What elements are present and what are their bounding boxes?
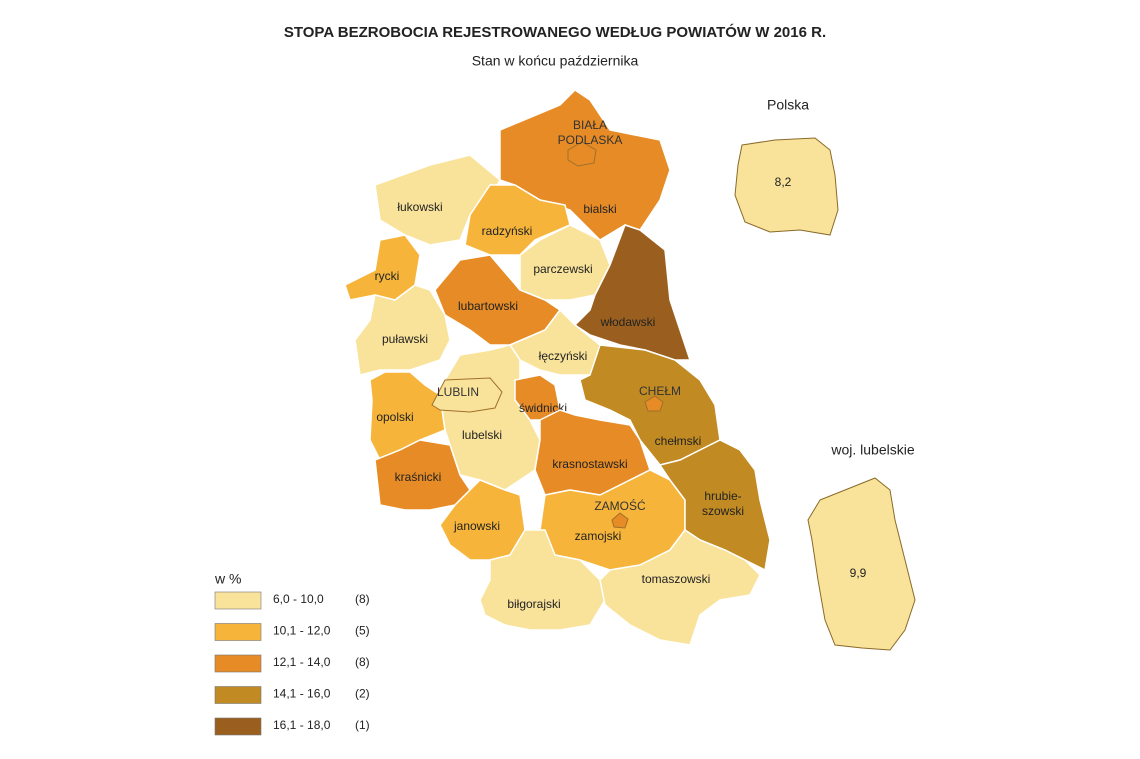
legend-swatch: [214, 717, 262, 736]
legend-swatch: [214, 591, 262, 610]
legend-count: (8): [355, 655, 370, 669]
region-label: parczewski: [533, 262, 592, 276]
region: [658, 439, 771, 572]
legend-swatch: [214, 654, 262, 673]
city: [567, 141, 597, 167]
region-label: radzyński: [482, 224, 533, 238]
region-label: janowski: [453, 519, 500, 533]
legend-range: 12,1 - 14,0: [273, 655, 331, 669]
legend-range: 10,1 - 12,0: [273, 624, 331, 638]
inset-value: 9,9: [850, 566, 867, 580]
legend-count: (8): [355, 592, 370, 606]
region-label: łukowski: [397, 200, 442, 214]
legend-range: 14,1 - 16,0: [273, 687, 331, 701]
city-label: BIAŁA: [573, 118, 607, 132]
city: [611, 512, 629, 529]
inset-title: woj. lubelskie: [830, 442, 914, 458]
city-label: LUBLIN: [437, 385, 479, 399]
region-label: kraśnicki: [395, 470, 442, 484]
region-label: lubartowski: [458, 299, 518, 313]
region: [599, 528, 761, 646]
legend-range: 6,0 - 10,0: [273, 592, 324, 606]
region: [479, 529, 606, 631]
region-label: tomaszowski: [642, 572, 711, 586]
legend-range: 16,1 - 18,0: [273, 718, 331, 732]
city: [431, 377, 503, 413]
region-label: krasnostawski: [552, 457, 627, 471]
region-label: włodawski: [600, 315, 656, 329]
legend-count: (1): [355, 718, 370, 732]
city-label: CHEŁM: [639, 384, 681, 398]
legend-swatch: [214, 686, 262, 704]
region-label: łęczyński: [539, 349, 588, 363]
city: [644, 395, 664, 412]
region-label: puławski: [382, 332, 428, 346]
region: [344, 234, 421, 301]
inset-shape: [734, 137, 839, 236]
inset-title: Polska: [767, 97, 809, 113]
region-label: zamojski: [575, 529, 622, 543]
legend-title: w %: [214, 571, 241, 587]
region-label: rycki: [375, 269, 400, 283]
inset-value: 8,2: [775, 175, 792, 189]
region-label: szowski: [702, 504, 744, 518]
legend-count: (2): [355, 687, 370, 701]
region-label: bialski: [583, 202, 616, 216]
city-label: PODLASKA: [558, 133, 623, 147]
region-label: hrubie-: [704, 489, 741, 503]
map-subtitle: Stan w końcu października: [472, 53, 639, 69]
inset-shape: [807, 477, 916, 651]
legend-count: (5): [355, 624, 370, 638]
city-label: ZAMOŚĆ: [594, 498, 646, 513]
region: [369, 371, 446, 462]
region-label: chełmski: [655, 434, 702, 448]
region-label: biłgorajski: [507, 597, 560, 611]
region-label: lubelski: [462, 428, 502, 442]
map-title: STOPA BEZROBOCIA REJESTROWANEGO WEDŁUG P…: [284, 23, 826, 41]
legend-swatch: [214, 623, 262, 641]
region: [354, 284, 451, 376]
region-label: opolski: [376, 410, 413, 424]
